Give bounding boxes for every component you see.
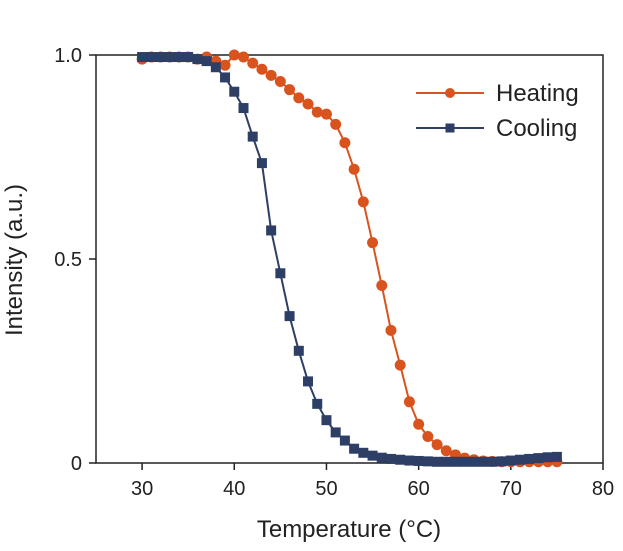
data-point-cooling <box>478 456 489 467</box>
data-point-cooling <box>312 398 323 409</box>
x-tick-label: 30 <box>131 478 153 500</box>
data-point-cooling <box>192 54 203 65</box>
data-point-cooling <box>275 268 286 279</box>
data-point-cooling <box>247 131 258 142</box>
data-point-cooling <box>330 427 341 438</box>
data-point-cooling <box>349 443 360 454</box>
data-point-cooling <box>385 453 396 464</box>
data-point-cooling <box>376 452 387 463</box>
data-point-heating <box>311 106 323 118</box>
x-tick-label: 50 <box>315 478 337 500</box>
data-point-cooling <box>321 415 332 426</box>
data-point-cooling <box>164 52 175 63</box>
data-point-cooling <box>551 451 562 462</box>
data-point-heating <box>376 280 388 292</box>
series-layer <box>136 49 563 468</box>
data-point-heating <box>413 418 425 430</box>
data-point-cooling <box>533 453 544 464</box>
data-point-heating <box>348 163 360 175</box>
data-point-heating <box>265 69 277 81</box>
data-point-cooling <box>173 52 184 63</box>
data-point-cooling <box>293 345 304 356</box>
data-point-heating <box>219 59 231 71</box>
y-tick-label: 0 <box>71 453 82 475</box>
data-point-heating <box>274 76 286 88</box>
data-point-cooling <box>459 456 470 467</box>
data-point-cooling <box>505 455 516 466</box>
legend-marker-heating <box>445 88 455 98</box>
data-point-heating <box>302 98 314 110</box>
x-tick-label: 60 <box>408 478 430 500</box>
data-point-heating <box>422 430 434 442</box>
x-tick-label: 70 <box>500 478 522 500</box>
data-point-heating <box>293 92 305 104</box>
data-point-cooling <box>441 456 452 467</box>
data-point-heating <box>339 137 351 149</box>
legend-label-cooling: Cooling <box>496 115 577 142</box>
data-point-cooling <box>413 455 424 466</box>
data-point-cooling <box>395 454 406 465</box>
data-point-cooling <box>229 86 240 97</box>
data-point-heating <box>228 49 240 61</box>
data-point-heating <box>367 237 379 249</box>
data-point-cooling <box>468 456 479 467</box>
series-heating <box>136 49 563 468</box>
data-point-heating <box>403 396 415 408</box>
data-point-cooling <box>422 456 433 467</box>
data-point-cooling <box>256 158 267 169</box>
legend-marker-cooling <box>445 123 455 133</box>
data-point-heating <box>237 51 249 63</box>
data-point-heating <box>431 439 443 451</box>
data-point-cooling <box>183 52 194 63</box>
series-line-heating <box>141 53 557 463</box>
series-cooling <box>137 52 562 467</box>
legend-label-heating: Heating <box>496 80 579 107</box>
data-point-cooling <box>210 62 221 73</box>
data-point-cooling <box>238 103 249 114</box>
data-point-cooling <box>284 311 295 322</box>
data-point-cooling <box>432 456 443 467</box>
data-point-heating <box>394 359 406 371</box>
data-point-cooling <box>450 456 461 467</box>
legend: Heating Cooling <box>416 80 579 142</box>
data-point-cooling <box>515 454 526 465</box>
x-tick-label: 80 <box>592 478 614 500</box>
y-tick-label: 0.5 <box>54 249 82 271</box>
data-point-heating <box>256 63 268 75</box>
data-point-heating <box>357 196 369 208</box>
data-point-heating <box>330 118 342 130</box>
data-point-cooling <box>303 376 314 387</box>
y-axis-label: Intensity (a.u.) <box>1 184 28 336</box>
data-point-cooling <box>339 435 350 446</box>
data-point-heating <box>247 57 259 69</box>
data-point-cooling <box>404 455 415 466</box>
data-point-cooling <box>524 453 535 464</box>
series-line-cooling <box>142 56 557 463</box>
data-point-cooling <box>146 52 157 63</box>
data-point-cooling <box>496 456 507 467</box>
data-point-cooling <box>201 56 212 67</box>
data-point-cooling <box>358 447 369 458</box>
data-point-cooling <box>266 225 277 236</box>
data-point-cooling <box>487 456 498 467</box>
x-axis-label: Temperature (°C) <box>257 516 441 543</box>
data-point-cooling <box>542 452 553 463</box>
y-tick-label: 1.0 <box>54 45 82 67</box>
data-point-cooling <box>137 52 148 63</box>
data-point-heating <box>284 84 296 96</box>
data-point-cooling <box>155 52 166 63</box>
data-point-cooling <box>220 72 231 83</box>
data-point-cooling <box>367 450 378 461</box>
data-point-heating <box>385 324 397 336</box>
data-point-heating <box>440 445 452 457</box>
data-point-heating <box>320 108 332 120</box>
x-tick-label: 40 <box>223 478 245 500</box>
